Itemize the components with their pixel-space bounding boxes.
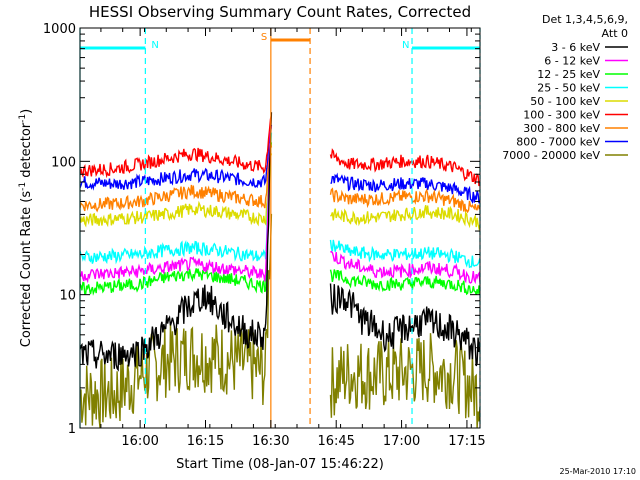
series-line <box>330 172 480 205</box>
series-line <box>80 124 273 191</box>
series-line <box>80 126 273 284</box>
series-line <box>329 269 480 296</box>
legend-label: 25 - 50 keV <box>537 82 600 95</box>
plot-frame <box>79 27 481 429</box>
y-axis-label: Corrected Count Rate (s-1 detector-1) <box>18 109 34 347</box>
legend-label: 12 - 25 keV <box>537 68 600 81</box>
x-axis-label: Start Time (08-Jan-07 15:46:22) <box>176 457 384 472</box>
chart-title: HESSI Observing Summary Count Rates, Cor… <box>89 3 471 21</box>
plot-area: N NS <box>79 28 481 428</box>
legend-label: 300 - 800 keV <box>523 122 600 135</box>
legend-title-line-1: Det 1,3,4,5,6,9, <box>542 13 628 26</box>
series-line <box>80 153 273 228</box>
legend-label: 50 - 100 keV <box>530 95 600 108</box>
x-tick-label: 17:15 <box>448 434 485 449</box>
legend-label: 6 - 12 keV <box>544 55 600 68</box>
series-line <box>80 142 273 296</box>
series-line <box>329 187 480 214</box>
x-tick-label: 16:00 <box>121 434 158 449</box>
x-tick-label: 17:00 <box>383 434 420 449</box>
series-line <box>80 139 273 213</box>
legend-title-line-2: Att 0 <box>602 27 628 40</box>
y-tick-label: 1000 <box>43 22 76 37</box>
legend-label: 800 - 7000 keV <box>516 136 600 149</box>
series-line <box>80 112 273 372</box>
series-line <box>329 148 480 187</box>
y-tick-label: 10 <box>59 289 76 304</box>
annotation-label: S <box>261 32 267 43</box>
series-line <box>330 205 480 232</box>
y-tick-label: 1 <box>68 422 76 437</box>
series-line <box>80 114 273 179</box>
x-tick-label: 16:45 <box>317 434 354 449</box>
legend-label: 7000 - 20000 keV <box>502 149 600 162</box>
series-line <box>330 250 480 285</box>
annotation-label: N <box>151 40 158 51</box>
annotation-label: N <box>402 40 409 51</box>
series-line <box>329 239 480 269</box>
axes: 1 10 100 1000 16:00 16:15 16:30 16:45 17:00 17:15 <box>43 22 486 449</box>
x-tick-label: 16:15 <box>187 434 224 449</box>
y-tick-label: 100 <box>51 155 76 170</box>
footer-date: 25-Mar-2010 17:10 <box>560 467 637 476</box>
legend-label: 100 - 300 keV <box>523 109 600 122</box>
series-line <box>329 283 480 367</box>
legend-label: 3 - 6 keV <box>551 41 600 54</box>
series-line <box>80 213 273 428</box>
series-group <box>80 112 480 428</box>
x-tick-label: 16:30 <box>252 434 289 449</box>
series-line <box>329 333 480 428</box>
series-line <box>80 132 273 265</box>
